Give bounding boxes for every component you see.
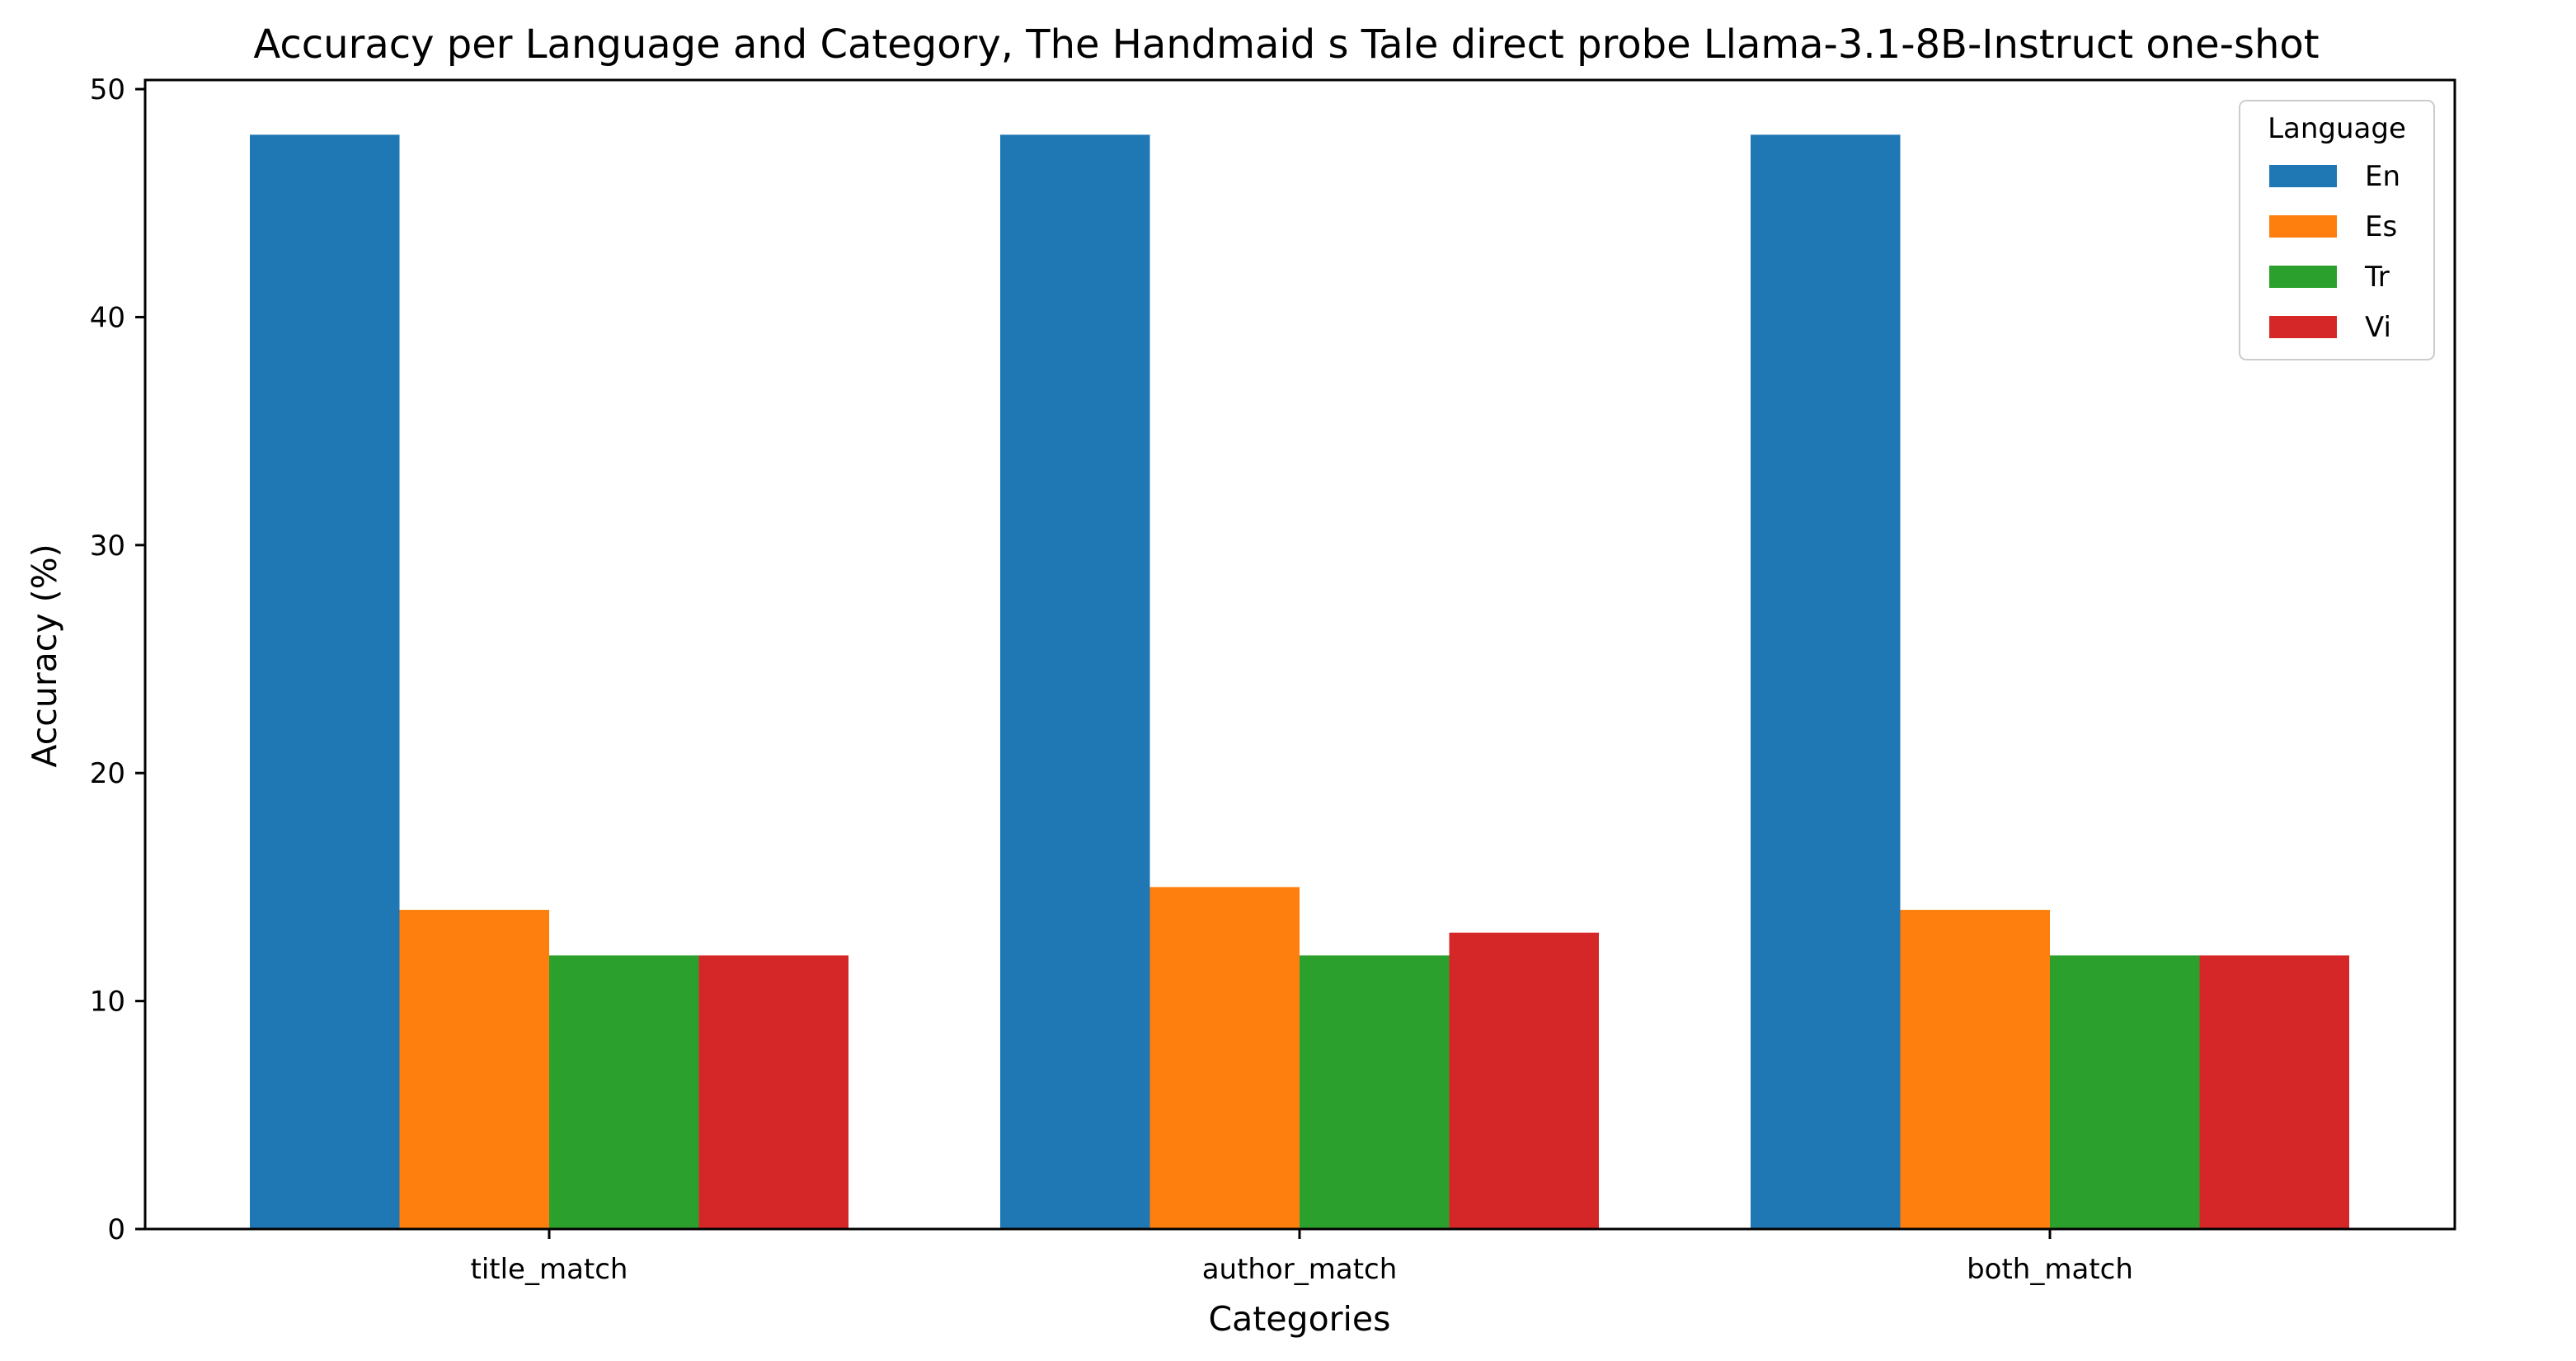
y-tick-label: 50 (90, 73, 125, 106)
bar-es-both-match (1900, 910, 2050, 1229)
legend-swatch-en (2269, 165, 2337, 187)
x-tick-label-author-match: author_match (1202, 1253, 1398, 1286)
legend-items: En Es Tr Vi (2269, 160, 2400, 344)
y-tick-label: 40 (90, 301, 125, 334)
legend-swatch-es (2269, 215, 2337, 238)
bar-en-title-match (250, 134, 400, 1229)
bar-tr-both-match (2050, 955, 2200, 1229)
bars-group (250, 134, 2349, 1229)
y-tick-label: 10 (90, 986, 125, 1019)
bar-vi-title-match (698, 955, 848, 1229)
bar-es-title-match (399, 910, 549, 1229)
legend-swatch-tr (2269, 266, 2337, 288)
bar-vi-both-match (2199, 955, 2349, 1229)
legend-title: Language (2268, 112, 2406, 145)
legend: Language En Es Tr Vi (2239, 100, 2435, 360)
legend-label-es: Es (2365, 210, 2397, 243)
legend-label-en: En (2365, 160, 2400, 193)
y-tick-label: 20 (90, 757, 125, 790)
bar-en-author-match (1000, 134, 1150, 1229)
bar-tr-title-match (549, 955, 699, 1229)
y-tick-label: 0 (107, 1213, 125, 1246)
y-tick-label: 30 (90, 530, 125, 563)
x-axis: title_match author_match both_match (470, 1229, 2133, 1286)
bar-es-author-match (1149, 887, 1300, 1229)
legend-label-vi: Vi (2365, 311, 2391, 344)
x-tick-label-title-match: title_match (470, 1253, 628, 1286)
x-axis-label: Categories (1209, 1299, 1391, 1339)
legend-swatch-vi (2269, 316, 2337, 338)
y-axis: 0 10 20 30 40 50 (90, 73, 145, 1246)
bar-vi-author-match (1449, 932, 1599, 1229)
bar-tr-author-match (1300, 955, 1450, 1229)
chart-title: Accuracy per Language and Category, The … (253, 21, 2319, 68)
x-tick-label-both-match: both_match (1967, 1253, 2133, 1286)
legend-label-tr: Tr (2364, 261, 2390, 294)
y-axis-label: Accuracy (%) (25, 544, 64, 767)
bar-en-both-match (1751, 134, 1901, 1229)
